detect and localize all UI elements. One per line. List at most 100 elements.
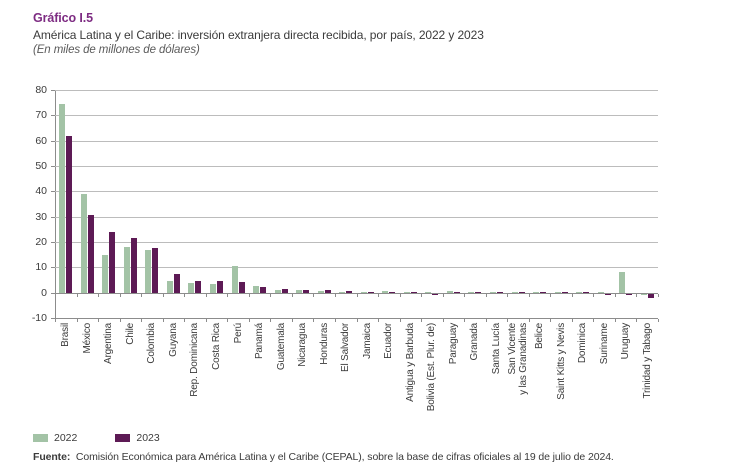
x-tick-zero-0 bbox=[55, 293, 56, 297]
y-tick-label-70: 70 bbox=[35, 109, 47, 122]
y-tick-80 bbox=[51, 90, 55, 91]
bar-2023-argentina bbox=[109, 231, 116, 293]
bar-2022-perú bbox=[231, 265, 238, 293]
x-tick-bottom-4 bbox=[141, 319, 143, 322]
bar-2023-granada bbox=[475, 291, 482, 293]
x-tick-zero-14 bbox=[356, 293, 358, 297]
y-tick-20 bbox=[51, 242, 55, 243]
bar-2023-panamá bbox=[260, 287, 267, 293]
bar-2022-rep-dominicana bbox=[188, 282, 195, 293]
legend-swatch-2023 bbox=[115, 434, 131, 442]
y-tick-70 bbox=[51, 115, 55, 117]
bar-2022-dominica bbox=[576, 291, 583, 293]
figure-number: Gráfico I.5 bbox=[33, 11, 94, 25]
bar-2023-perú bbox=[238, 282, 245, 293]
x-tick-zero-11 bbox=[291, 293, 293, 297]
y-tick-label-50: 50 bbox=[35, 160, 47, 172]
x-tick-zero-12 bbox=[313, 293, 315, 297]
x-tick-bottom-13 bbox=[334, 319, 336, 322]
x-tick-bottom-28 bbox=[658, 319, 659, 322]
gridline-20 bbox=[55, 242, 658, 243]
x-tick-bottom-18 bbox=[442, 319, 444, 322]
x-axis-label-dominica: Dominica bbox=[577, 323, 589, 364]
bar-2022-honduras bbox=[317, 290, 324, 293]
bar-2022-guatemala bbox=[274, 289, 281, 293]
x-axis-label-suriname: Suriname bbox=[598, 323, 610, 365]
legend: 2022 2023 bbox=[33, 432, 160, 444]
bar-2023-colombia bbox=[152, 248, 159, 293]
x-axis-label-antigua-y-barbuda: Antigua y Barbuda bbox=[404, 323, 416, 402]
bar-2022-argentina bbox=[102, 254, 109, 293]
x-tick-bottom-7 bbox=[205, 319, 207, 322]
x-axis-label-belice: Belice bbox=[534, 323, 546, 350]
bar-2022-belice bbox=[533, 291, 540, 293]
x-tick-bottom-21 bbox=[507, 319, 509, 322]
bar-2022-granada bbox=[468, 291, 475, 293]
x-axis-label-guyana: Guyana bbox=[167, 323, 179, 357]
bar-2022-suriname bbox=[597, 291, 604, 293]
x-tick-bottom-14 bbox=[356, 319, 358, 322]
x-tick-bottom-25 bbox=[593, 319, 595, 322]
bar-2023-santa-lucía bbox=[496, 291, 503, 293]
x-tick-zero-25 bbox=[593, 293, 595, 297]
x-tick-zero-10 bbox=[270, 293, 272, 297]
bar-2023-bolivia-est-plur-de bbox=[432, 293, 439, 295]
gridline-30 bbox=[55, 216, 658, 218]
x-tick-zero-3 bbox=[119, 293, 121, 297]
bar-2023-jamaica bbox=[367, 291, 374, 293]
y-tick-label-0: 0 bbox=[41, 286, 47, 299]
bar-2023-trinidad-y-tabago bbox=[647, 293, 654, 298]
bar-2023-paraguay bbox=[453, 291, 460, 293]
x-axis-label-jamaica: Jamaica bbox=[361, 323, 373, 359]
x-tick-zero-21 bbox=[507, 293, 509, 297]
x-tick-zero-13 bbox=[334, 293, 336, 297]
legend-swatch-2022 bbox=[33, 434, 48, 442]
x-axis-label-uruguay: Uruguay bbox=[620, 323, 632, 360]
x-axis-label-saint-kitts-y-nevis: Saint Kitts y Nevis bbox=[555, 323, 567, 400]
x-tick-zero-27 bbox=[636, 293, 638, 297]
y-tick-label-30: 30 bbox=[35, 210, 47, 223]
gridline-40 bbox=[55, 191, 658, 193]
plot-area bbox=[55, 90, 658, 319]
bar-2022-guyana bbox=[166, 281, 173, 293]
x-tick-zero-7 bbox=[205, 293, 207, 297]
x-tick-bottom-0 bbox=[55, 319, 56, 322]
x-axis-label-trinidad-y-tabago: Trinidad y Tabago bbox=[641, 323, 653, 399]
gridline-60 bbox=[55, 140, 658, 142]
source-text: Comisión Económica para América Latina y… bbox=[75, 451, 614, 463]
y-tick-40 bbox=[51, 191, 55, 193]
x-tick-bottom-26 bbox=[614, 319, 616, 322]
x-axis-label-méxico: México bbox=[81, 323, 93, 354]
gridline--10 bbox=[55, 318, 658, 319]
x-tick-zero-9 bbox=[248, 293, 250, 297]
bar-2023-san-vicente-y-las-granadinas bbox=[518, 291, 525, 293]
x-axis-label-honduras: Honduras bbox=[318, 323, 330, 365]
legend-item-2023: 2023 bbox=[115, 432, 160, 444]
bar-2023-chile bbox=[130, 238, 137, 293]
y-axis-line bbox=[55, 90, 56, 318]
x-tick-bottom-9 bbox=[248, 319, 250, 322]
x-axis-label-el-salvador: El Salvador bbox=[340, 323, 352, 372]
y-tick-60 bbox=[51, 140, 55, 142]
x-tick-bottom-3 bbox=[119, 319, 121, 322]
gridline-50 bbox=[55, 166, 658, 167]
y-tick-label-20: 20 bbox=[35, 236, 47, 248]
bar-2023-saint-kitts-y-nevis bbox=[561, 291, 568, 293]
x-axis-label-chile: Chile bbox=[124, 323, 136, 345]
x-tick-bottom-24 bbox=[571, 319, 573, 322]
bar-2022-uruguay bbox=[619, 272, 626, 293]
x-tick-zero-15 bbox=[378, 293, 380, 297]
x-axis-label-argentina: Argentina bbox=[103, 323, 115, 365]
x-tick-zero-5 bbox=[162, 293, 164, 297]
bar-2023-guyana bbox=[173, 274, 180, 293]
x-tick-zero-4 bbox=[141, 293, 143, 297]
bar-2023-suriname bbox=[604, 293, 611, 295]
bar-2023-costa-rica bbox=[217, 281, 224, 293]
x-tick-bottom-8 bbox=[227, 319, 229, 322]
y-tick-50 bbox=[51, 166, 55, 167]
bar-2022-panamá bbox=[253, 285, 260, 293]
x-tick-bottom-17 bbox=[421, 319, 423, 322]
x-tick-bottom-23 bbox=[550, 319, 552, 322]
x-axis-label-granada: Granada bbox=[469, 323, 481, 361]
chart-unit-note: (En miles de millones de dólares) bbox=[33, 44, 200, 56]
